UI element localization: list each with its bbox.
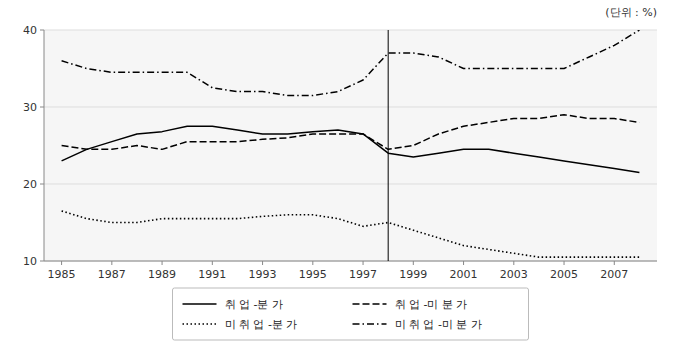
tick-mark	[162, 261, 163, 265]
tick-label: 20	[23, 178, 37, 191]
legend-swatch	[353, 303, 387, 305]
tick-mark	[40, 107, 44, 108]
tick-label: 1991	[198, 268, 226, 281]
x-axis-line	[44, 261, 657, 262]
chart-container: 10 20 30 40 1985 1987 1989 1991 1993 1995 1997 1999…	[0, 0, 675, 345]
tick-label: 10	[23, 255, 37, 268]
legend-label: 취 업 -미 분 가	[395, 298, 468, 311]
tick-label: 1997	[349, 268, 377, 281]
legend-label: 미 취 업 -미 분 가	[395, 318, 482, 331]
tick-mark	[262, 261, 263, 265]
legend-swatch	[353, 323, 387, 325]
chart-svg: 10 20 30 40 1985 1987 1989 1991 1993 1995 1997 1999…	[0, 0, 675, 345]
tick-label: 1985	[48, 268, 76, 281]
tick-label: 30	[23, 101, 37, 114]
plot-background	[44, 30, 657, 261]
series-line	[62, 30, 640, 95]
tick-mark	[363, 261, 364, 265]
series-line	[62, 211, 640, 257]
reference-line	[388, 30, 389, 261]
legend-label: 미 취 업 -분 가	[225, 318, 298, 331]
tick-mark	[312, 261, 313, 265]
legend-box	[173, 288, 529, 340]
tick-mark	[111, 261, 112, 265]
tick-label: 2003	[500, 268, 528, 281]
grid-line	[44, 30, 657, 31]
tick-label: 2001	[450, 268, 478, 281]
tick-label: 1989	[148, 268, 176, 281]
x-axis: 1985 1987 1989 1991 1993 1995 1997 1999 2001 2003…	[48, 261, 629, 281]
grid-line	[44, 107, 657, 108]
grid-line	[44, 184, 657, 185]
series-line	[62, 115, 640, 150]
tick-mark	[564, 261, 565, 265]
tick-label: 40	[23, 24, 37, 37]
unit-label: (단위 : %)	[605, 6, 657, 19]
tick-label: 2007	[600, 268, 628, 281]
tick-mark	[413, 261, 414, 265]
plot-data	[62, 30, 640, 261]
tick-label: 2005	[550, 268, 578, 281]
grid-line	[44, 261, 657, 262]
tick-mark	[40, 261, 44, 262]
tick-mark	[463, 261, 464, 265]
tick-label: 1987	[98, 268, 126, 281]
tick-mark	[40, 30, 44, 31]
tick-label: 1995	[299, 268, 327, 281]
legend: 취 업 -분 가 취 업 -미 분 가미 취 업 -분 가 미 취 업 -미 분 가	[173, 288, 529, 340]
legend-swatch	[183, 303, 217, 305]
tick-mark	[614, 261, 615, 265]
tick-mark	[513, 261, 514, 265]
y-axis: 10 20 30 40	[23, 24, 657, 268]
tick-label: 1999	[399, 268, 427, 281]
tick-mark	[61, 261, 62, 265]
tick-mark	[40, 184, 44, 185]
legend-swatch	[183, 323, 217, 325]
legend-label: 취 업 -분 가	[225, 298, 283, 311]
series-line	[62, 126, 640, 172]
tick-label: 1993	[249, 268, 277, 281]
tick-mark	[212, 261, 213, 265]
y-axis-line	[44, 30, 45, 261]
